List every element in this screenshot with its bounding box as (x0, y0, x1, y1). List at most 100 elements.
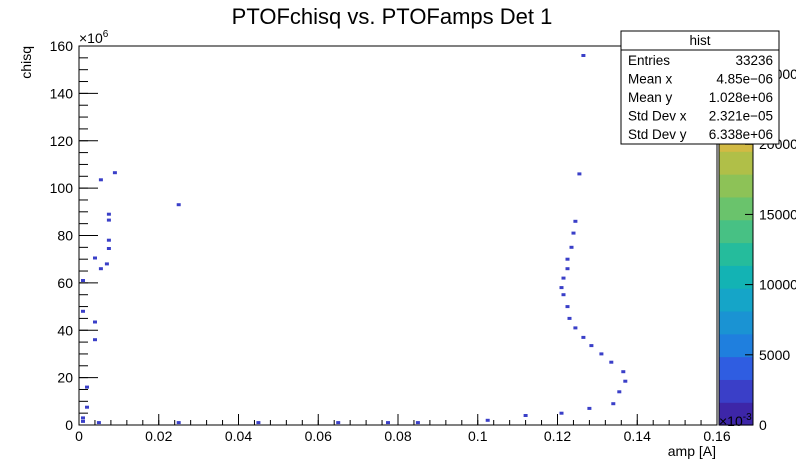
heatmap-cell (93, 320, 97, 324)
x-tick-label: 0.02 (145, 428, 172, 444)
stats-row-value: 4.85e−06 (716, 72, 773, 87)
heatmap-cell (85, 385, 89, 389)
heatmap-cell (336, 421, 341, 425)
palette-band (719, 310, 753, 335)
heatmap-cell (81, 279, 85, 282)
chart-title: PTOFchisq vs. PTOFamps Det 1 (232, 4, 553, 29)
heatmap-cell (621, 370, 626, 374)
heatmap-cell (559, 411, 564, 415)
palette-tick-label: 15000 (759, 206, 796, 222)
heatmap-cell (581, 335, 586, 339)
palette-band (719, 151, 753, 175)
palette-tick-label: 10000 (759, 277, 796, 293)
stats-row-value: 1.028e+06 (709, 90, 773, 105)
heatmap-cell (565, 257, 570, 261)
heatmap-cell (561, 276, 566, 280)
heatmap-cell (93, 338, 97, 342)
palette-multiplier: ×10-3 (719, 412, 752, 429)
heatmap-cell (415, 421, 420, 425)
stats-row-value: 33236 (735, 53, 773, 68)
heatmap-cell (106, 247, 111, 250)
x-tick-label: 0.08 (384, 428, 411, 444)
stats-row-label: Std Dev y (628, 127, 687, 142)
y-tick-label: 100 (50, 180, 74, 196)
heatmap-cell (559, 286, 564, 290)
heatmap-cell (81, 416, 85, 420)
stats-row-value: 2.321e−05 (709, 109, 773, 124)
palette-band (719, 356, 753, 380)
y-axis-multiplier: ×106 (79, 29, 109, 46)
palette-tick-label: 0 (759, 417, 767, 433)
y-tick-label: 80 (57, 228, 73, 244)
heatmap-cell (573, 219, 578, 223)
heatmap-cell (256, 421, 261, 425)
heatmap-cell (623, 379, 628, 383)
x-tick-label: 0.14 (624, 428, 651, 444)
heatmap-cell (523, 414, 528, 417)
heatmap-cell (611, 402, 616, 406)
x-tick-label: 0 (75, 428, 83, 444)
heatmap-cell (565, 305, 570, 309)
palette-band (719, 196, 753, 221)
heatmap-cell (98, 267, 103, 271)
stats-row-value: 6.338e+06 (709, 127, 773, 142)
heatmap-cell (609, 360, 614, 364)
heatmap-cell (96, 421, 101, 425)
heatmap-cell (176, 421, 181, 425)
palette-band (719, 288, 753, 312)
x-tick-label: 0.1 (468, 428, 488, 444)
heatmap-cell (571, 231, 576, 235)
x-tick-label: 0.16 (703, 428, 730, 444)
heatmap-cell (81, 419, 85, 423)
palette-band (719, 265, 753, 289)
y-axis-ticks: 0 20 40 60 80 100 120 140 160 (50, 38, 98, 433)
stats-row-label: Mean y (628, 90, 673, 105)
stats-row-label: Std Dev x (628, 109, 687, 124)
heatmap-cell (104, 262, 109, 266)
heatmap-cell (176, 203, 181, 207)
heatmap-cell (617, 390, 622, 394)
y-tick-label: 60 (57, 275, 73, 291)
heatmap-cell (569, 245, 574, 249)
color-palette (718, 59, 754, 426)
heatmap-cell (85, 405, 89, 409)
heatmap-cell (587, 406, 592, 410)
heatmap-cell (567, 316, 572, 320)
stats-row-label: Mean x (628, 72, 673, 87)
stats-box: hist Entries 33236 Mean x 4.85e−06 Mean y 1.0… (620, 30, 780, 145)
x-tick-label: 0.12 (544, 428, 571, 444)
y-tick-label: 40 (57, 322, 73, 338)
heatmap-cell (577, 172, 582, 176)
y-tick-label: 0 (65, 417, 73, 433)
x-axis-label: amp [A] (668, 443, 716, 459)
heatmap-cell (565, 267, 570, 271)
palette-band (719, 242, 753, 266)
stats-row-label: Entries (628, 53, 670, 68)
heatmap-cell (93, 256, 97, 260)
heatmap-cell (599, 352, 604, 356)
y-tick-label: 160 (50, 38, 74, 54)
x-tick-label: 0.04 (225, 428, 252, 444)
palette-band (719, 333, 753, 358)
palette-band (719, 219, 753, 244)
y-tick-label: 20 (57, 370, 73, 386)
stats-box-title: hist (689, 33, 710, 48)
palette-band (719, 402, 753, 426)
heatmap-cell (386, 421, 390, 425)
heatmap-cell (589, 344, 594, 348)
heatmap-cells (81, 54, 628, 425)
stats-rows: Entries 33236 Mean x 4.85e−06 Mean y 1.028e+0… (628, 53, 773, 142)
heatmap-cell (112, 171, 117, 175)
heatmap-cell (573, 326, 578, 330)
heatmap-cell (98, 178, 103, 182)
heatmap-cell (561, 293, 566, 297)
palette-tick-label: 5000 (759, 347, 790, 363)
x-tick-label: 0.06 (305, 428, 332, 444)
heatmap-cell (106, 238, 111, 242)
heatmap-cell (485, 418, 490, 422)
x-axis-ticks: 0 0.02 0.04 0.06 0.08 0.1 0.12 0.14 0.16 (75, 414, 731, 444)
heatmap-cell (81, 309, 85, 313)
heatmap-cell (581, 54, 586, 57)
y-tick-label: 120 (50, 133, 74, 149)
heatmap-cell (106, 218, 111, 222)
